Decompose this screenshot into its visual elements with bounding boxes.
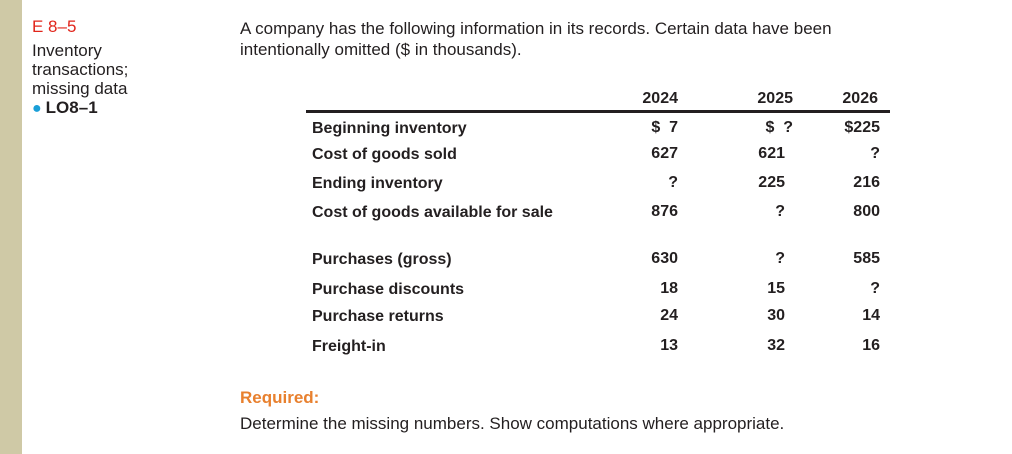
side-bar [0,0,22,454]
table-header-year: 2025 [704,85,803,113]
table-header-row: 2024 2025 2026 [306,85,890,113]
cell-2024: 24 [660,306,678,324]
table-row: Cost of goods sold 627 621 ? [306,141,890,170]
row-label: Cost of goods available for sale [312,203,553,221]
learning-objective-label: LO8–1 [45,98,98,117]
cell-2026: ? [870,279,880,297]
instruction-text: Determine the missing numbers. Show comp… [240,414,785,433]
cell-2024: 627 [651,144,678,162]
table-row: Freight-in 13 32 16 [306,335,890,361]
cell-2025: 621 [758,144,785,162]
table-row: Purchase returns 24 30 14 [306,305,890,335]
table-row: Purchase discounts 18 15 ? [306,278,890,305]
cell-2025: ? [775,202,785,220]
cell-2024: 876 [651,202,678,220]
cell-2025: 225 [758,173,785,191]
cell-2025: ? [775,249,785,267]
cell-2025: 15 [767,279,785,297]
row-label: Ending inventory [312,174,443,192]
cell-2026: 585 [853,249,880,267]
cell-2025: $ ? [765,119,793,136]
row-label: Beginning inventory [312,120,467,137]
learning-objective: ● LO8–1 [32,98,212,119]
cell-2026: 216 [853,173,880,191]
exercise-topic-line: Inventory [32,41,102,60]
table-header-year: 2026 [803,85,890,113]
inventory-table: 2024 2025 2026 Beginning inventory $ 7 $… [306,85,890,361]
table-row: Purchases (gross) 630 ? 585 [306,248,890,278]
cell-2024: 18 [660,279,678,297]
cell-2026: ? [870,144,880,162]
cell-2024: 13 [660,336,678,354]
cell-2026: $225 [844,119,880,136]
row-label: Purchase returns [312,307,444,325]
table-header-year: 2024 [574,85,704,113]
intro-text: A company has the following information … [240,19,832,59]
exercise-topic-line: transactions; [32,60,129,79]
cell-2026: 14 [862,306,880,324]
table-header-label [306,85,574,113]
exercise-number: E 8–5 [32,17,77,36]
exercise-margin: E 8–5 Inventory transactions; missing da… [32,17,212,119]
table-row: Beginning inventory $ 7 $ ? $225 [306,112,890,141]
cell-2025: 30 [767,306,785,324]
cell-2024: 630 [651,249,678,267]
required-heading: Required: [240,388,320,407]
table-row: Ending inventory ? 225 216 [306,170,890,199]
cell-2024: $ 7 [651,119,678,136]
row-label: Cost of goods sold [312,145,457,163]
cell-2026: 16 [862,336,880,354]
bullet-icon: ● [32,100,42,117]
cell-2026: 800 [853,202,880,220]
row-label: Purchase discounts [312,280,465,298]
cell-2025: 32 [767,336,785,354]
row-label: Purchases (gross) [312,250,452,268]
row-label: Freight-in [312,337,386,355]
exercise-topic-line: missing data [32,79,128,98]
table-row: Cost of goods available for sale 876 ? 8… [306,199,890,248]
cell-2024: ? [668,173,678,191]
